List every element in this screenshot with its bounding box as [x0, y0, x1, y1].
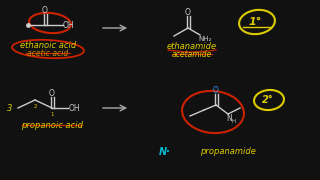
Text: 2: 2 [33, 103, 37, 109]
Text: O: O [42, 6, 48, 15]
Text: ethanamide: ethanamide [167, 42, 217, 51]
Text: O: O [185, 8, 191, 17]
Text: N·: N· [159, 147, 171, 157]
Text: N: N [226, 114, 232, 123]
Text: ethanoic acid: ethanoic acid [20, 40, 76, 50]
Text: OH: OH [62, 21, 74, 30]
Text: 1: 1 [50, 111, 54, 116]
Text: H: H [232, 118, 236, 123]
Text: 2°: 2° [262, 95, 274, 105]
Text: NH₂: NH₂ [198, 36, 212, 42]
Text: 3: 3 [7, 103, 13, 112]
Text: O: O [213, 86, 219, 94]
Text: acetamide: acetamide [172, 50, 212, 59]
Text: propanamide: propanamide [200, 147, 256, 156]
Text: acetic acid: acetic acid [28, 48, 68, 57]
Text: propanoic acid: propanoic acid [21, 120, 83, 129]
Text: OH: OH [68, 103, 80, 112]
Text: 1°: 1° [248, 17, 262, 27]
Text: O: O [49, 89, 55, 98]
